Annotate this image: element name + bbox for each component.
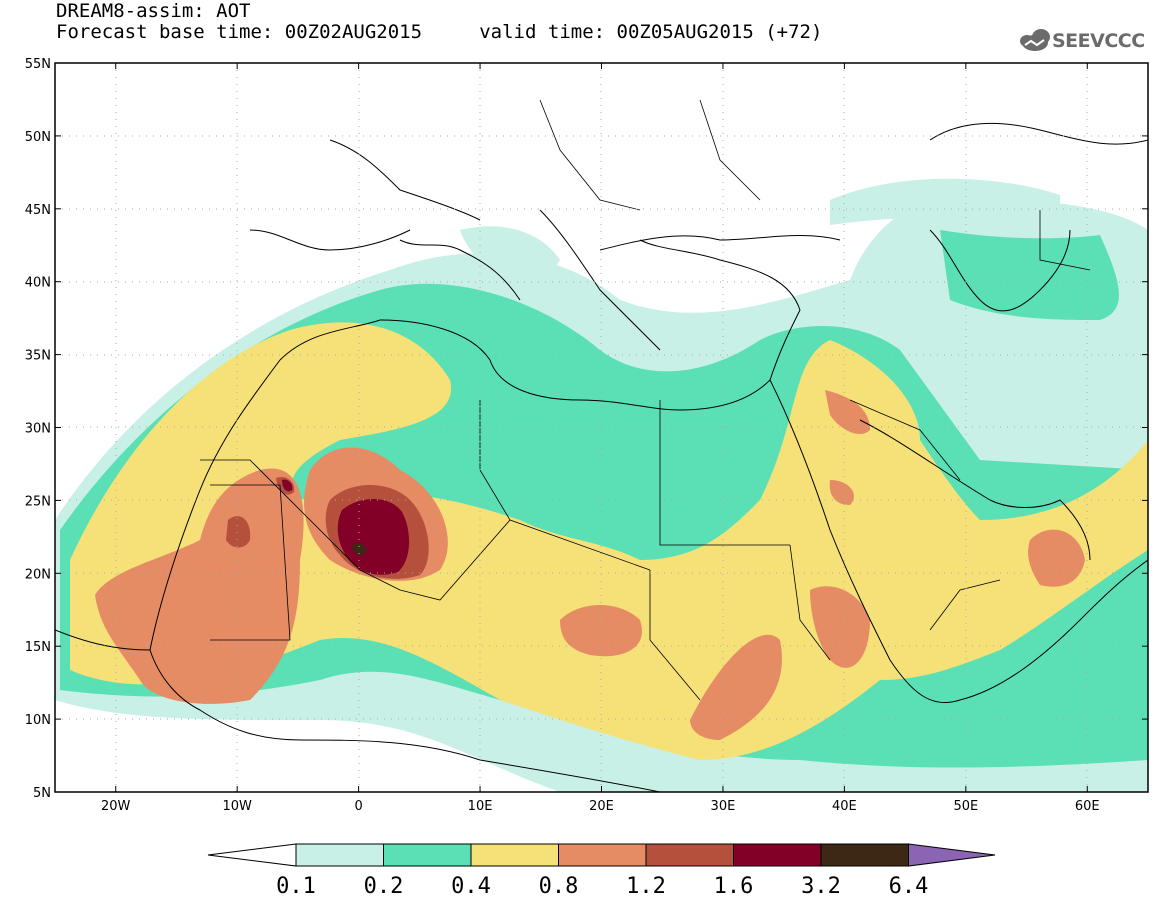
lat-tick-label: 35N: [25, 349, 51, 364]
lon-tick-label: 10W: [222, 799, 252, 814]
lon-tick-label: 0: [354, 799, 362, 814]
colorbar-level-label: 1.6: [714, 874, 754, 899]
lat-tick-label: 5N: [33, 786, 51, 801]
lat-tick-label: 55N: [25, 57, 51, 72]
lon-tick-label: 20E: [589, 799, 614, 814]
colorbar: 0.1 0.2 0.4 0.8 1.2 1.6 3.2 6.4: [207, 843, 996, 899]
aot-field: [55, 63, 1148, 792]
colorbar-level-label: 0.4: [451, 874, 491, 899]
logo-text: SEEVCCC: [1052, 30, 1145, 52]
graticule: [55, 63, 1148, 792]
colorbar-level-label: 6.4: [889, 874, 929, 899]
lon-tick-label: 60E: [1075, 799, 1100, 814]
colorbar-level-label: 0.8: [539, 874, 579, 899]
colorbar-level-label: 3.2: [801, 874, 841, 899]
lat-tick-label: 50N: [25, 130, 51, 145]
colorbar-level-label: 0.2: [364, 874, 404, 899]
colorbar-swatch: [295, 843, 384, 867]
colorbar-swatch: [558, 843, 647, 867]
lon-tick-label: 10E: [468, 799, 493, 814]
colorbar-level-label: 0.1: [276, 874, 316, 899]
lat-tick-label: 45N: [25, 203, 51, 218]
aot-level-3.2: [352, 543, 366, 556]
map-title: DREAM8-assim: AOT: [56, 0, 251, 22]
lat-tick-label: 30N: [25, 422, 51, 437]
lat-tick-label: 40N: [25, 276, 51, 291]
lon-tick-label: 50E: [953, 799, 978, 814]
colorbar-swatch: [820, 843, 909, 867]
forecast-time-info: Forecast base time: 00Z02AUG2015 valid t…: [56, 21, 823, 43]
latitude-axis: 5N 10N 15N 20N 25N 30N 35N 40N 45N 50N 55N: [25, 57, 1148, 801]
lat-tick-label: 10N: [25, 713, 51, 728]
lon-tick-label: 40E: [832, 799, 857, 814]
colorbar-lower-extension: [207, 843, 297, 867]
lat-tick-label: 15N: [25, 640, 51, 655]
lat-tick-label: 20N: [25, 567, 51, 582]
lat-tick-label: 25N: [25, 494, 51, 509]
colorbar-upper-extension: [908, 843, 996, 867]
coastlines: [55, 123, 1148, 792]
colorbar-swatch: [645, 843, 734, 867]
colorbar-swatch: [733, 843, 822, 867]
longitude-axis: 20W 10W 0 10E 20E 30E 40E 50E 60E: [101, 63, 1100, 814]
logo-cloud-icon: [1020, 29, 1050, 51]
aot-level-1.6: [282, 479, 410, 575]
colorbar-swatch: [383, 843, 472, 867]
aot-level-0.4: [70, 322, 1148, 760]
colorbar-level-label: 1.2: [626, 874, 666, 899]
lon-tick-label: 20W: [101, 799, 131, 814]
lon-tick-label: 30E: [711, 799, 736, 814]
colorbar-swatch: [470, 843, 559, 867]
